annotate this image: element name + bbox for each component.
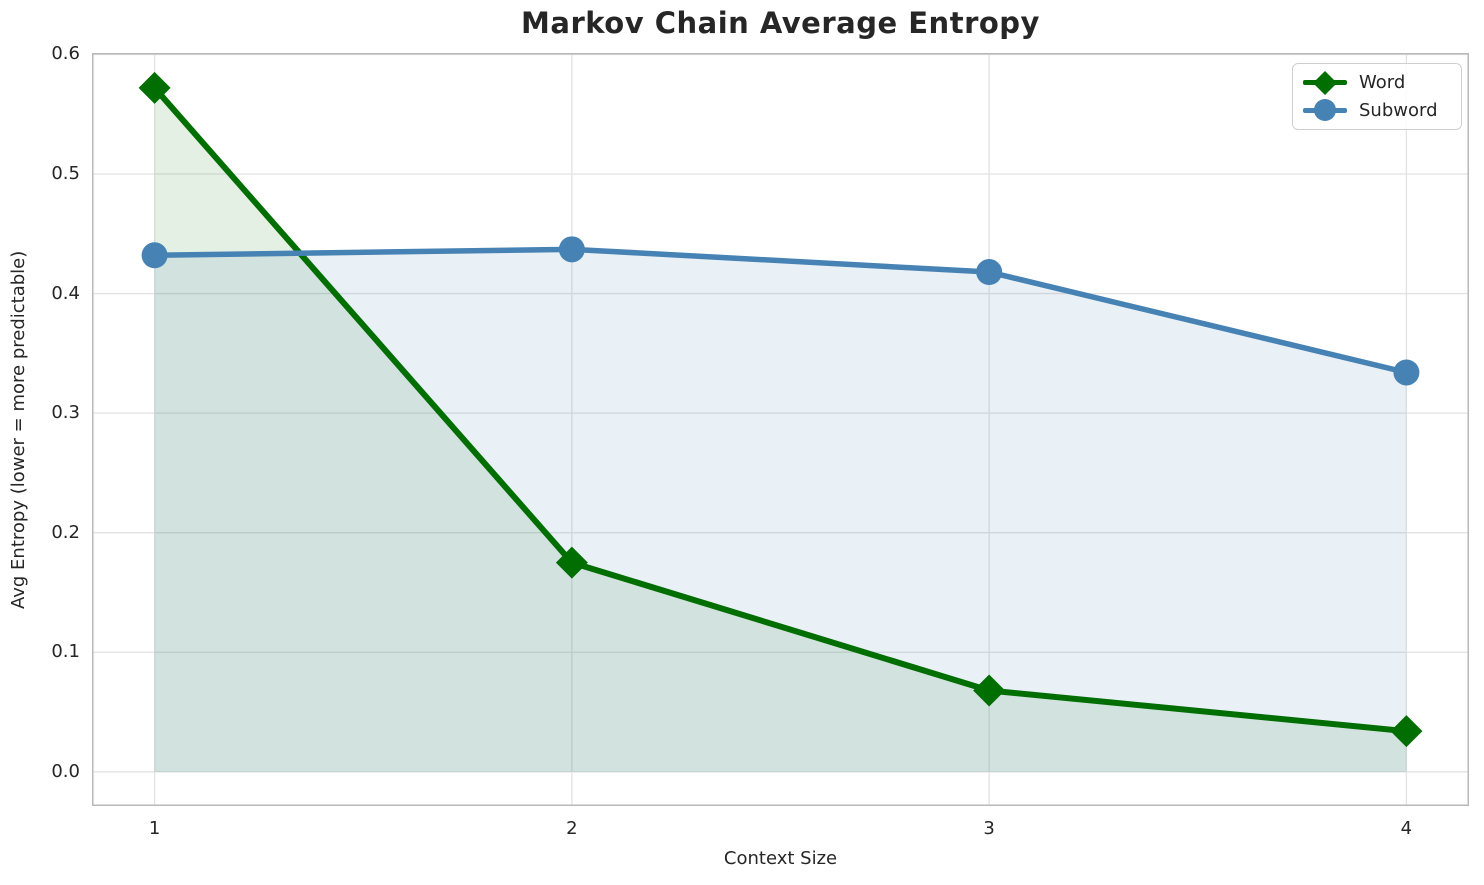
- word-area-fill: [154, 87, 1407, 772]
- legend-line-sample: [1303, 99, 1347, 122]
- legend-line-sample: [1303, 70, 1347, 95]
- diamond-icon: [1312, 70, 1338, 95]
- legend-item-word: Word: [1303, 70, 1451, 95]
- x-tick-label: 4: [1400, 818, 1413, 839]
- subword-area-fill: [154, 249, 1407, 772]
- x-tick-label: 2: [566, 818, 578, 839]
- x-tick-label: 1: [148, 818, 161, 839]
- y-tick-label: 0.6: [51, 43, 80, 65]
- subword-line: [151, 246, 1410, 376]
- y-tick-label: 0.0: [51, 760, 80, 782]
- axes-spines: [92, 53, 1469, 806]
- y-tick-label: 0.2: [51, 521, 80, 543]
- word-line: [151, 84, 1410, 735]
- legend-label: Word: [1359, 72, 1406, 94]
- word-marker: [555, 546, 588, 579]
- y-tick-label: 0.1: [51, 641, 80, 663]
- plot-canvas: [92, 53, 1469, 806]
- plot-area: [92, 53, 1469, 806]
- y-tick-label: 0.3: [51, 402, 80, 424]
- y-tick-label: 0.4: [51, 282, 80, 304]
- subword-marker: [558, 236, 585, 263]
- word-marker: [138, 71, 171, 104]
- legend: Word Subword: [1292, 63, 1462, 130]
- circle-icon: [1314, 99, 1336, 122]
- subword-marker: [1393, 359, 1420, 386]
- word-marker: [1390, 715, 1423, 748]
- y-tick-label: 0.5: [51, 162, 80, 184]
- subword-marker: [141, 242, 168, 269]
- legend-label: Subword: [1359, 99, 1438, 121]
- x-axis-label: Context Size: [723, 848, 838, 869]
- word-marker: [973, 674, 1006, 707]
- subword-marker: [976, 259, 1003, 286]
- x-tick-label: 3: [983, 818, 995, 839]
- chart-title: Markov Chain Average Entropy: [521, 6, 1040, 40]
- legend-item-subword: Subword: [1303, 99, 1451, 122]
